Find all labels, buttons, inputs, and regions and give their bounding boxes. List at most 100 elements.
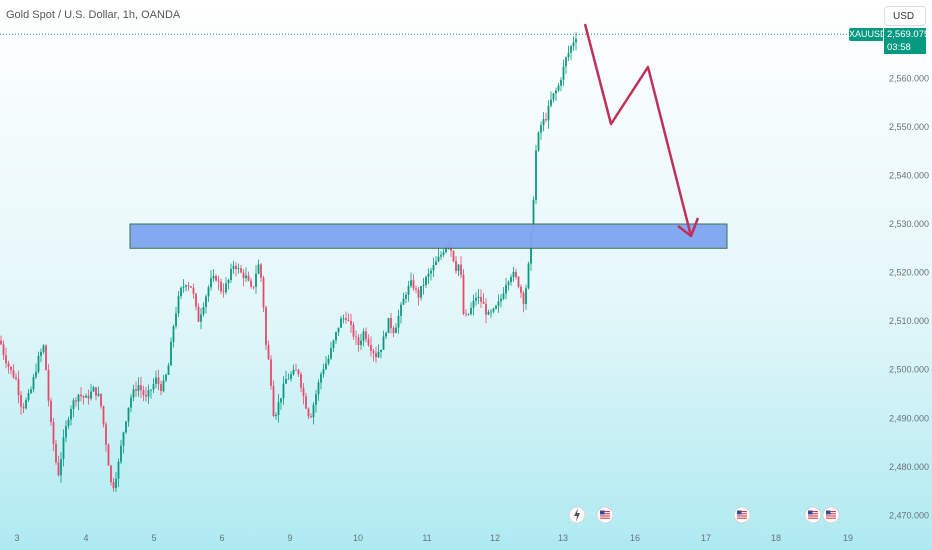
y-tick-label: 2,530.000: [889, 219, 929, 229]
candle-body: [275, 415, 277, 417]
y-tick-label: 2,560.000: [889, 73, 929, 83]
candle-body: [195, 293, 197, 307]
candle-body: [200, 314, 202, 322]
candle-body: [72, 400, 75, 409]
candle-body: [257, 264, 260, 274]
candle-body: [150, 389, 152, 391]
x-tick-label: 4: [83, 533, 88, 543]
us-flag-icon: [733, 506, 751, 524]
support-zone[interactable]: [129, 223, 728, 249]
x-tick-label: 6: [219, 533, 224, 543]
flag-stripe: [737, 511, 747, 513]
candle-body: [500, 298, 502, 302]
candle-body: [522, 292, 525, 304]
candle-body: [160, 383, 162, 392]
candle-body: [495, 305, 497, 309]
candle-body: [225, 283, 227, 293]
candle-body: [10, 366, 12, 371]
y-tick-label: 2,480.000: [889, 462, 929, 472]
candle-body: [565, 57, 567, 67]
candle-body: [65, 426, 67, 438]
candle-body: [440, 255, 442, 257]
candle-body: [317, 382, 320, 395]
candle-body: [62, 437, 65, 459]
candle-body: [187, 285, 190, 287]
candle-body: [22, 406, 25, 409]
candle-body: [377, 351, 380, 358]
y-axis[interactable]: 2,470.000 2,480.000 2,490.000 2,500.000 2,51…: [889, 73, 929, 520]
candle-body: [347, 320, 350, 321]
candle-body: [542, 119, 545, 126]
candle-body: [192, 287, 195, 294]
us-flag-icon: [804, 506, 822, 524]
candle-body: [490, 311, 492, 313]
candle-body: [547, 105, 550, 121]
candle-body: [560, 79, 562, 86]
candle-body: [202, 306, 205, 315]
last-price-tag: XAUUSD 2,569.075 03:58: [849, 28, 929, 55]
candle-body: [77, 394, 80, 402]
projection-arrow[interactable]: [583, 23, 693, 237]
candle-body: [370, 344, 372, 351]
flag-stripe: [808, 517, 818, 519]
candle-body: [100, 393, 102, 407]
candle-body: [47, 370, 50, 401]
candle-body: [210, 278, 212, 288]
candle-body: [105, 424, 107, 445]
candle-body: [265, 307, 267, 345]
candle-body: [462, 274, 465, 314]
candle-body: [512, 271, 515, 278]
candle-body: [467, 313, 470, 315]
candle-body: [115, 478, 117, 489]
candle-body: [355, 336, 357, 338]
candle-body: [255, 273, 257, 287]
candle-body: [292, 369, 295, 375]
flag-stripe: [826, 511, 836, 513]
candle-body: [432, 264, 435, 271]
candle-body: [327, 358, 330, 364]
candle-body: [55, 443, 57, 463]
flag-canton: [808, 510, 813, 515]
x-axis[interactable]: 3 4 5 6 9 10 11 12 13 16 17 18 19: [14, 533, 853, 543]
flag-stripe: [826, 515, 836, 517]
flag-stripe: [600, 517, 610, 519]
candle-body: [217, 280, 220, 282]
x-tick-label: 3: [14, 533, 19, 543]
candle-body: [180, 287, 182, 297]
candle-body: [340, 318, 342, 328]
candle-body: [162, 380, 165, 392]
candle-body: [320, 374, 322, 383]
candle-body: [427, 273, 430, 278]
candle-body: [285, 378, 287, 384]
y-tick-label: 2,520.000: [889, 268, 929, 278]
candle-body: [157, 377, 160, 384]
candle-body: [300, 374, 302, 388]
candle-body: [57, 462, 60, 476]
candle-body: [227, 280, 230, 284]
event-markers: [568, 506, 840, 524]
candle-body: [132, 389, 135, 398]
countdown-label: 03:58: [887, 42, 911, 54]
candle-body: [515, 271, 517, 277]
flag-stripe: [600, 513, 610, 515]
candle-body: [140, 385, 142, 391]
candle-body: [332, 340, 335, 349]
candle-body: [247, 275, 250, 281]
us-flag-icon: [822, 506, 840, 524]
candle-body: [145, 394, 147, 397]
candle-body: [25, 399, 27, 409]
candle-body: [17, 378, 20, 396]
candle-body: [27, 392, 30, 400]
candle-body: [240, 268, 242, 273]
currency-button[interactable]: USD: [884, 6, 926, 26]
x-tick-label: 12: [490, 533, 500, 543]
candle-body: [135, 389, 137, 391]
candle-body: [172, 326, 175, 342]
candle-body: [287, 378, 290, 380]
candle-body: [42, 345, 45, 352]
candle-body: [35, 371, 37, 378]
candle-body: [130, 397, 132, 408]
candle-body: [242, 272, 245, 279]
x-tick-label: 9: [287, 533, 292, 543]
